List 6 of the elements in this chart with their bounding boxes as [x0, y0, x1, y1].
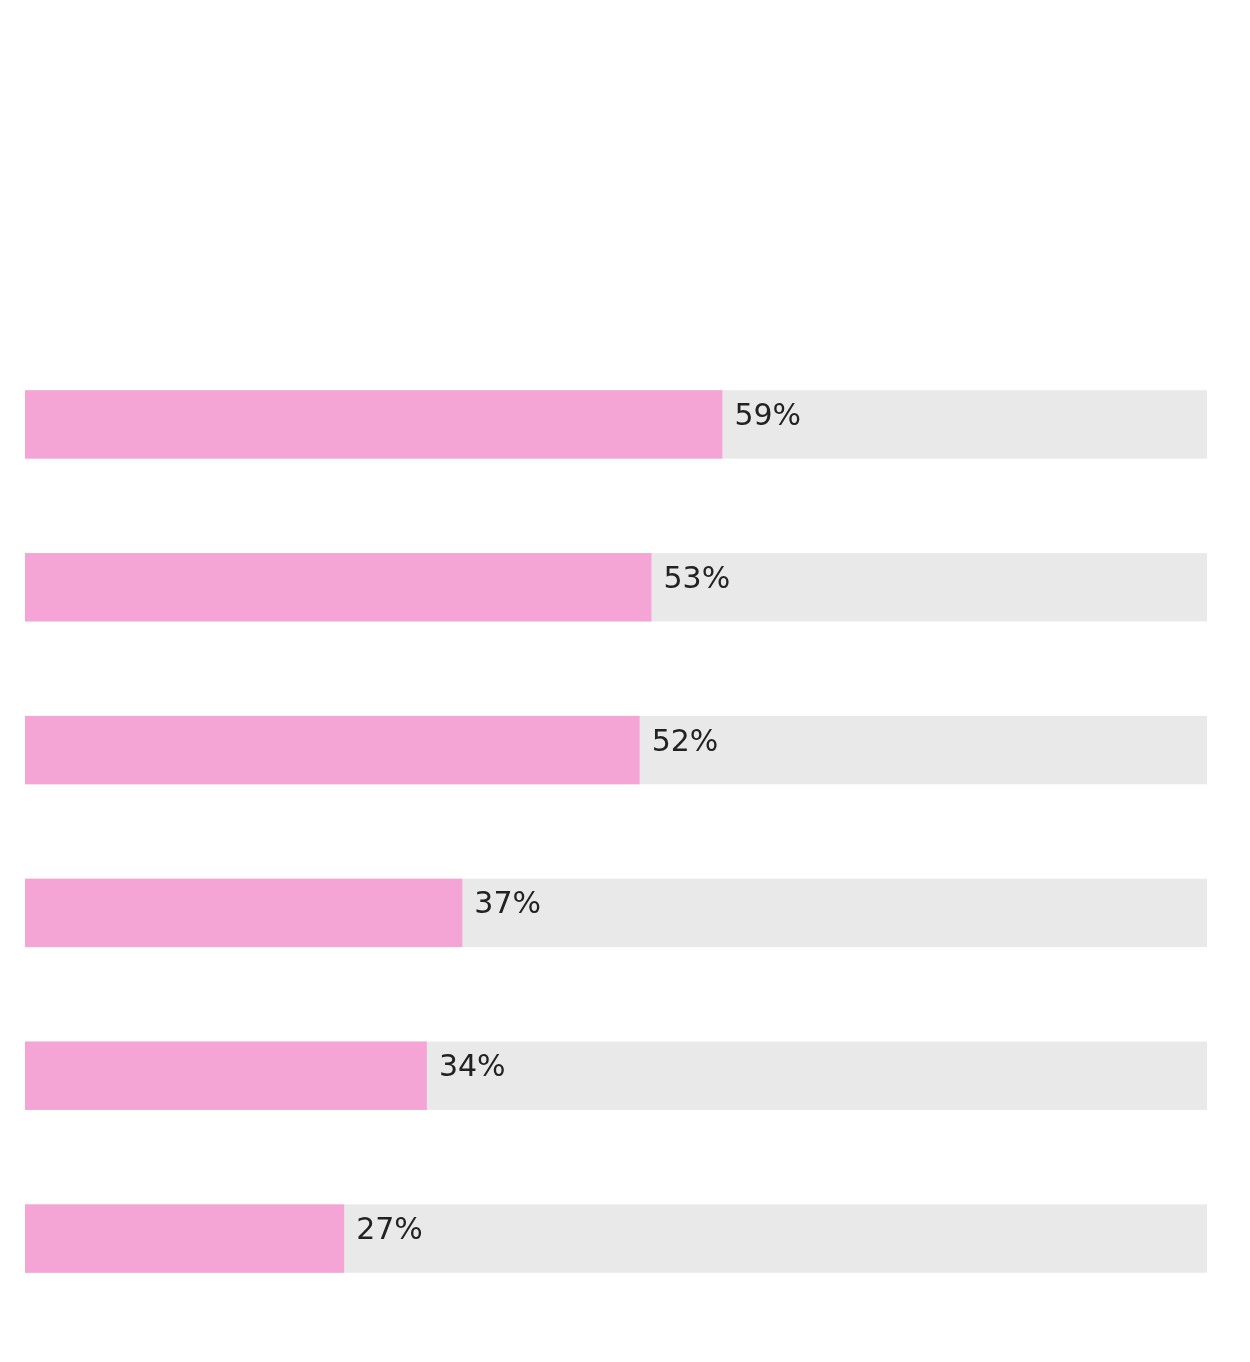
data-label: 27%: [356, 1211, 423, 1247]
data-label: 34%: [438, 1048, 506, 1084]
data-label: 37%: [474, 885, 542, 921]
data-label: 59%: [734, 396, 802, 432]
data-label: 52%: [651, 722, 719, 758]
data-label: 53%: [663, 559, 731, 595]
